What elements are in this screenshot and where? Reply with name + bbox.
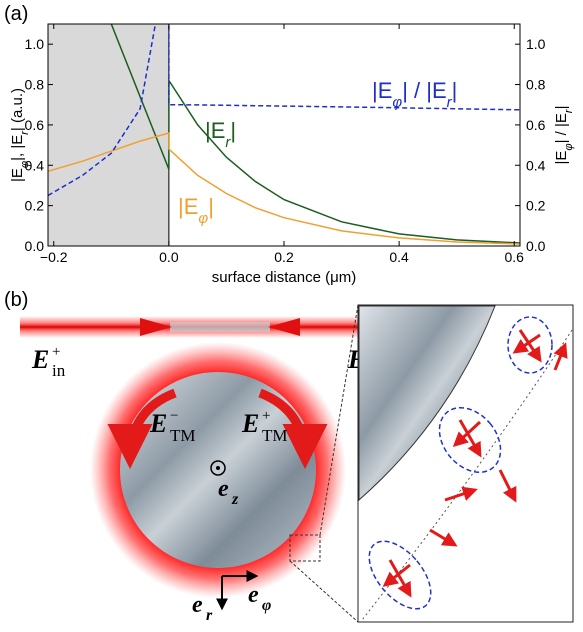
label-part: |E (553, 151, 570, 165)
out-of-plane-dot (216, 466, 220, 470)
y2-tick-label: 0.2 (526, 198, 546, 214)
x-axis-label: surface distance (μm) (212, 269, 357, 286)
out-of-plane-symbol (210, 460, 226, 476)
subscript: φ (563, 143, 575, 150)
subscript: r (19, 130, 31, 135)
beam-arrow (140, 318, 172, 336)
y2-tick-label: 1.0 (526, 36, 546, 52)
y-tick-label: 0.4 (25, 157, 45, 173)
series-line (48, 132, 520, 245)
label-part: |E (372, 78, 392, 103)
y-tick-label: 0.0 (25, 238, 45, 254)
series-line (110, 24, 520, 244)
mode-arrow (258, 388, 328, 469)
y2-tick-label: 0.8 (526, 77, 546, 93)
subscript: φ (19, 161, 31, 168)
panel-label: (a) (4, 3, 28, 25)
series-annotation: |Eφ| (178, 194, 214, 227)
y2-tick-label: 0.6 (526, 117, 546, 133)
y-tick-label: 0.2 (25, 198, 45, 214)
label-part: |, |E (9, 135, 26, 161)
series-annotation: |Eφ| / |Er| (372, 78, 457, 111)
label-part: | (230, 118, 236, 143)
y2-tick-label: 0.0 (526, 238, 546, 254)
subscript: r (563, 108, 575, 113)
label-part: | / |E (553, 113, 570, 143)
zoom-line (289, 560, 359, 623)
field-vectors (382, 329, 568, 598)
label-part: | (553, 106, 570, 110)
beam-arrow (268, 318, 300, 336)
x-tick-label: 0.6 (505, 249, 525, 265)
label-part: |E (205, 118, 225, 143)
label-part: | / |E (402, 78, 446, 103)
inset-surface (358, 305, 496, 502)
mode-arrow (107, 388, 177, 469)
x-tick-label: 0.0 (159, 249, 179, 265)
polarization-ellipse (438, 407, 502, 473)
x-tick-label: −0.2 (40, 249, 68, 265)
zoom-line (319, 304, 359, 536)
y-tick-label: 1.0 (25, 36, 45, 52)
subscript: r (225, 134, 231, 151)
mode-right-label: E + TM (241, 408, 288, 445)
y-tick-label: 0.8 (25, 77, 45, 93)
subscript: φ (198, 210, 208, 227)
subscript: φ (392, 94, 402, 111)
y-tick-label: 0.6 (25, 117, 45, 133)
label: |Eφ| / |Er| (553, 106, 575, 165)
series-annotation: |Er| (205, 118, 236, 151)
label-part: |E (9, 168, 26, 182)
chart-panel: (a)−0.2 0.0 0.2 0.4 0.60.00.20.40.60.81.00.0… (4, 3, 575, 286)
shaded-region (48, 24, 169, 246)
mode-left-label: E − TM (149, 408, 196, 445)
panel-label: (b) (4, 289, 28, 311)
label-part: | (208, 194, 214, 219)
series-line (48, 24, 520, 197)
inset (357, 304, 574, 623)
beam-left-label: E + in (31, 344, 66, 380)
label: |Eφ|, |Er| (a.u.) (9, 88, 31, 182)
label-part: | (a.u.) (9, 88, 26, 131)
subscript: r (447, 94, 453, 111)
x-tick-label: 0.2 (274, 249, 294, 265)
label-part: |E (178, 194, 198, 219)
polarization-ellipse (507, 316, 553, 374)
y2-tick-label: 0.4 (526, 157, 546, 173)
polarization-ellipse (368, 540, 432, 610)
zoom-box (289, 534, 321, 562)
x-tick-label: 0.4 (389, 249, 409, 265)
waveguide-gap (170, 322, 270, 332)
label-part: | (452, 78, 458, 103)
